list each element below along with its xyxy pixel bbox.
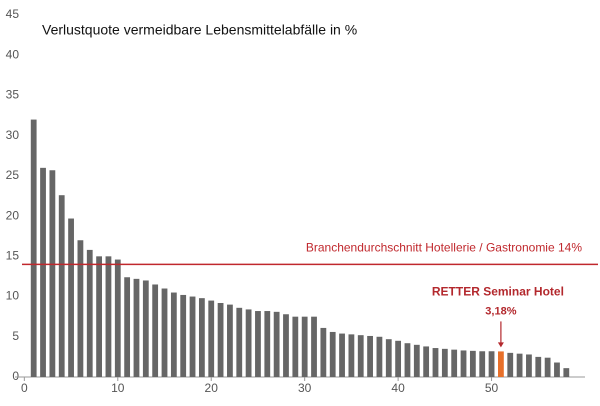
y-tick-label: 5 bbox=[12, 329, 19, 343]
bar bbox=[114, 259, 121, 377]
bar bbox=[208, 300, 215, 377]
bar bbox=[124, 277, 131, 377]
bar bbox=[189, 296, 196, 377]
bar bbox=[498, 351, 504, 377]
bar bbox=[460, 350, 467, 377]
bar bbox=[283, 314, 289, 377]
bar bbox=[40, 167, 46, 377]
bar bbox=[58, 195, 65, 377]
bar bbox=[516, 353, 523, 377]
bar bbox=[180, 294, 187, 377]
bar bbox=[385, 339, 392, 377]
x-tick-label: 0 bbox=[21, 381, 28, 395]
y-tick-label: 40 bbox=[6, 47, 20, 61]
bar bbox=[526, 354, 532, 377]
bar bbox=[367, 335, 373, 377]
bar bbox=[170, 292, 177, 377]
bar bbox=[86, 249, 93, 377]
bar bbox=[432, 348, 439, 377]
bar bbox=[469, 350, 476, 377]
bar bbox=[311, 316, 317, 377]
bar bbox=[255, 311, 261, 377]
bar bbox=[245, 309, 252, 377]
bar bbox=[227, 304, 233, 377]
bar bbox=[320, 327, 327, 377]
bar bbox=[563, 368, 570, 377]
y-tick-label: 35 bbox=[6, 88, 20, 102]
x-tick-label: 20 bbox=[205, 381, 219, 395]
bar bbox=[544, 357, 551, 377]
y-tick-label: 45 bbox=[6, 7, 20, 21]
bar bbox=[198, 298, 205, 377]
y-tick-label: 20 bbox=[6, 208, 20, 222]
bar bbox=[161, 288, 168, 377]
bar bbox=[217, 302, 224, 377]
bar bbox=[105, 256, 112, 377]
bar bbox=[273, 311, 280, 377]
arrow-head bbox=[497, 342, 504, 348]
bar bbox=[441, 348, 448, 377]
bar bbox=[507, 352, 514, 377]
bar bbox=[77, 240, 84, 377]
y-tick-label: 30 bbox=[6, 128, 20, 142]
bar bbox=[488, 351, 495, 377]
x-tick-label: 40 bbox=[391, 381, 405, 395]
bar bbox=[292, 316, 299, 377]
annotation: RETTER Seminar Hotel bbox=[432, 285, 564, 299]
bar bbox=[413, 344, 420, 377]
bar bbox=[554, 362, 560, 377]
bar bbox=[357, 335, 364, 377]
bar bbox=[535, 356, 542, 377]
bar bbox=[423, 346, 430, 377]
bar bbox=[152, 284, 159, 377]
y-tick-label: 25 bbox=[6, 168, 20, 182]
bar bbox=[348, 334, 355, 377]
bar bbox=[49, 170, 56, 377]
chart-title: Verlustquote vermeidbare Lebensmittelabf… bbox=[42, 22, 357, 38]
bar bbox=[142, 280, 149, 377]
bar bbox=[301, 316, 308, 377]
bar bbox=[329, 331, 336, 377]
bar bbox=[30, 119, 37, 378]
bar bbox=[133, 278, 140, 377]
bar bbox=[404, 343, 411, 377]
y-tick-label: 15 bbox=[6, 249, 20, 263]
bar bbox=[236, 307, 243, 377]
x-tick-label: 50 bbox=[485, 381, 499, 395]
bar bbox=[451, 349, 458, 377]
bar bbox=[479, 351, 486, 377]
value-label: 3,18% bbox=[485, 305, 516, 317]
bar bbox=[376, 336, 383, 377]
y-tick-label: 10 bbox=[6, 289, 20, 303]
bar bbox=[68, 218, 74, 377]
reference-label: Branchendurchschnitt Hotellerie / Gastro… bbox=[306, 241, 582, 255]
x-tick-label: 10 bbox=[111, 381, 125, 395]
bar bbox=[96, 256, 102, 377]
x-tick-label: 30 bbox=[298, 381, 312, 395]
bar bbox=[395, 340, 402, 377]
bar bbox=[264, 311, 271, 377]
y-tick-label: 0 bbox=[12, 369, 19, 383]
bar bbox=[339, 333, 345, 377]
